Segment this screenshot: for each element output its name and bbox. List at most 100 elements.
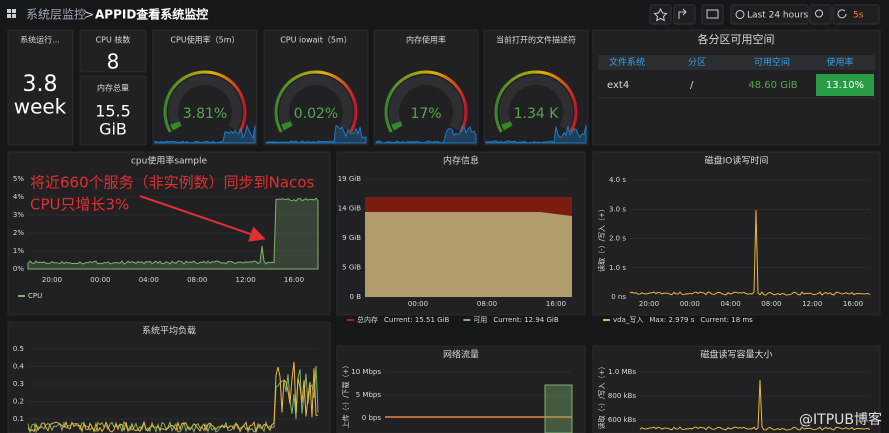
star-button[interactable] — [649, 4, 672, 25]
panel-title: 内存使用率 — [406, 35, 446, 45]
gauge-fill — [391, 121, 403, 131]
load-series — [27, 365, 319, 433]
y-axis-label: 读取（-）/写入（+） — [597, 363, 606, 430]
y-axis-label: 上传（-）/下载（+） — [341, 362, 350, 429]
breadcrumb-parent[interactable]: 系统层监控 — [26, 8, 86, 22]
y-tick-label: 0.2 — [13, 398, 24, 406]
gauge-value: 0.02% — [294, 106, 338, 122]
stat-value: 15.5 — [95, 102, 131, 121]
panel-title: 网络流量 — [443, 349, 479, 361]
tv-button[interactable] — [701, 4, 724, 25]
y-tick-label: 1% — [13, 247, 24, 255]
table-cell: / — [690, 80, 694, 91]
net-download — [544, 384, 573, 433]
x-tick-label: 04:00 — [139, 276, 159, 284]
watermark: @ITPUB博客 — [799, 411, 882, 428]
share-button[interactable] — [673, 4, 696, 25]
legend-label: 总内存 — [357, 315, 378, 324]
y-tick-label: 1.0 s — [609, 264, 626, 272]
legend-current: Current: 18 ms — [700, 316, 753, 324]
x-tick-label: 12:00 — [236, 276, 256, 284]
panel-title: 当前打开的文件描述符 — [496, 35, 576, 45]
x-tick-label: 16:00 — [546, 300, 566, 308]
panel — [79, 29, 147, 73]
x-tick-label: 08:00 — [477, 300, 497, 308]
y-tick-label: 4.0 s — [609, 176, 626, 184]
gauge-value: 17% — [410, 106, 441, 122]
y-tick-label: 9 GiB — [342, 234, 361, 242]
caret — [195, 14, 200, 17]
zoom-icon — [815, 9, 823, 18]
gauge-threshold — [384, 70, 468, 133]
y-tick-label: 3.0 s — [609, 205, 626, 213]
panel-title: CPU 核数 — [96, 35, 131, 45]
column-header: 文件系统 — [609, 56, 645, 68]
gauge-fill — [170, 121, 182, 131]
gauge-track — [168, 75, 242, 131]
x-tick-label: 20:00 — [42, 276, 62, 284]
column-header: 可用空间 — [754, 56, 790, 68]
column-header: 分区 — [688, 57, 706, 68]
y-tick-label: 14 GiB — [338, 205, 362, 213]
y-tick-label: 0% — [13, 265, 24, 273]
y-tick-label: 800 kBs — [608, 392, 636, 400]
panel — [483, 29, 589, 146]
stat-value: 3.8 — [23, 72, 58, 97]
panel — [592, 151, 881, 316]
x-tick-label: 08:00 — [761, 300, 781, 308]
panel — [592, 345, 881, 433]
annotation: 将近660个服务（非实例数）同步到Nacos — [30, 174, 314, 192]
x-tick-label: 00:00 — [90, 276, 110, 284]
time-picker[interactable] — [730, 4, 809, 25]
gauge-threshold — [494, 70, 578, 133]
gauge-value: 1.34 K — [514, 106, 560, 122]
table-cell: ext4 — [607, 80, 629, 91]
table-cell: 13.10% — [826, 80, 864, 91]
x-tick-label: 00:00 — [680, 300, 700, 308]
panel-title: 各分区可用空间 — [698, 32, 775, 46]
y-tick-label: 5 GiB — [342, 264, 361, 272]
dashboard-title[interactable]: APPID查看系统监控 — [95, 7, 208, 22]
y-tick-label: 0 bps — [362, 414, 382, 422]
x-tick-label: 16:00 — [843, 300, 863, 308]
y-tick-label: 1.0 MBs — [608, 368, 636, 376]
star-icon — [653, 7, 668, 22]
usage-cell — [816, 74, 874, 96]
panel — [263, 29, 369, 146]
y-tick-label: 10 Mbps — [351, 368, 381, 376]
legend-current: Current: 15.51 GiB — [384, 316, 450, 324]
y-tick-label: 0 ns — [611, 293, 626, 301]
mem-free-area — [365, 212, 572, 297]
y-tick-label: 2.0 s — [609, 235, 626, 243]
zoom-button[interactable] — [809, 4, 832, 25]
panel-title: CPU使用率（5m） — [170, 35, 239, 45]
stat-unit: GiB — [99, 120, 127, 139]
x-tick-label: 12:00 — [802, 300, 822, 308]
y-tick-label: 0.5 — [13, 345, 24, 353]
annotation: CPU只增长3% — [30, 196, 129, 214]
x-tick-label: 20:00 — [639, 300, 659, 308]
panel — [79, 75, 147, 146]
y-tick-label: 0.3 — [13, 380, 24, 388]
refresh-button[interactable] — [832, 4, 880, 25]
panel — [152, 29, 258, 146]
gauge-threshold — [274, 70, 358, 133]
legend-max: Max: 2.979 s — [649, 316, 694, 324]
gauge-threshold — [163, 70, 247, 133]
y-tick-label: 0.1 — [13, 415, 24, 423]
legend-label: CPU — [28, 292, 42, 300]
x-tick-label: 16:00 — [284, 276, 304, 284]
sparkline — [265, 124, 367, 144]
panel-title: 系统运行... — [20, 35, 60, 45]
panel-title: 磁盘读写容量大小 — [700, 349, 772, 361]
tv-icon — [706, 9, 719, 19]
column-header: 使用率 — [826, 56, 853, 68]
panel — [373, 29, 479, 146]
legend-current: Current: 12.94 GiB — [493, 316, 559, 324]
gauge-track — [389, 75, 463, 131]
y-tick-label: 600 kBs — [608, 416, 636, 424]
grid-icon[interactable] — [7, 9, 16, 18]
annotation-arrow — [139, 195, 266, 242]
stat-unit: week — [14, 95, 67, 119]
breadcrumb-sep: > — [84, 8, 94, 22]
